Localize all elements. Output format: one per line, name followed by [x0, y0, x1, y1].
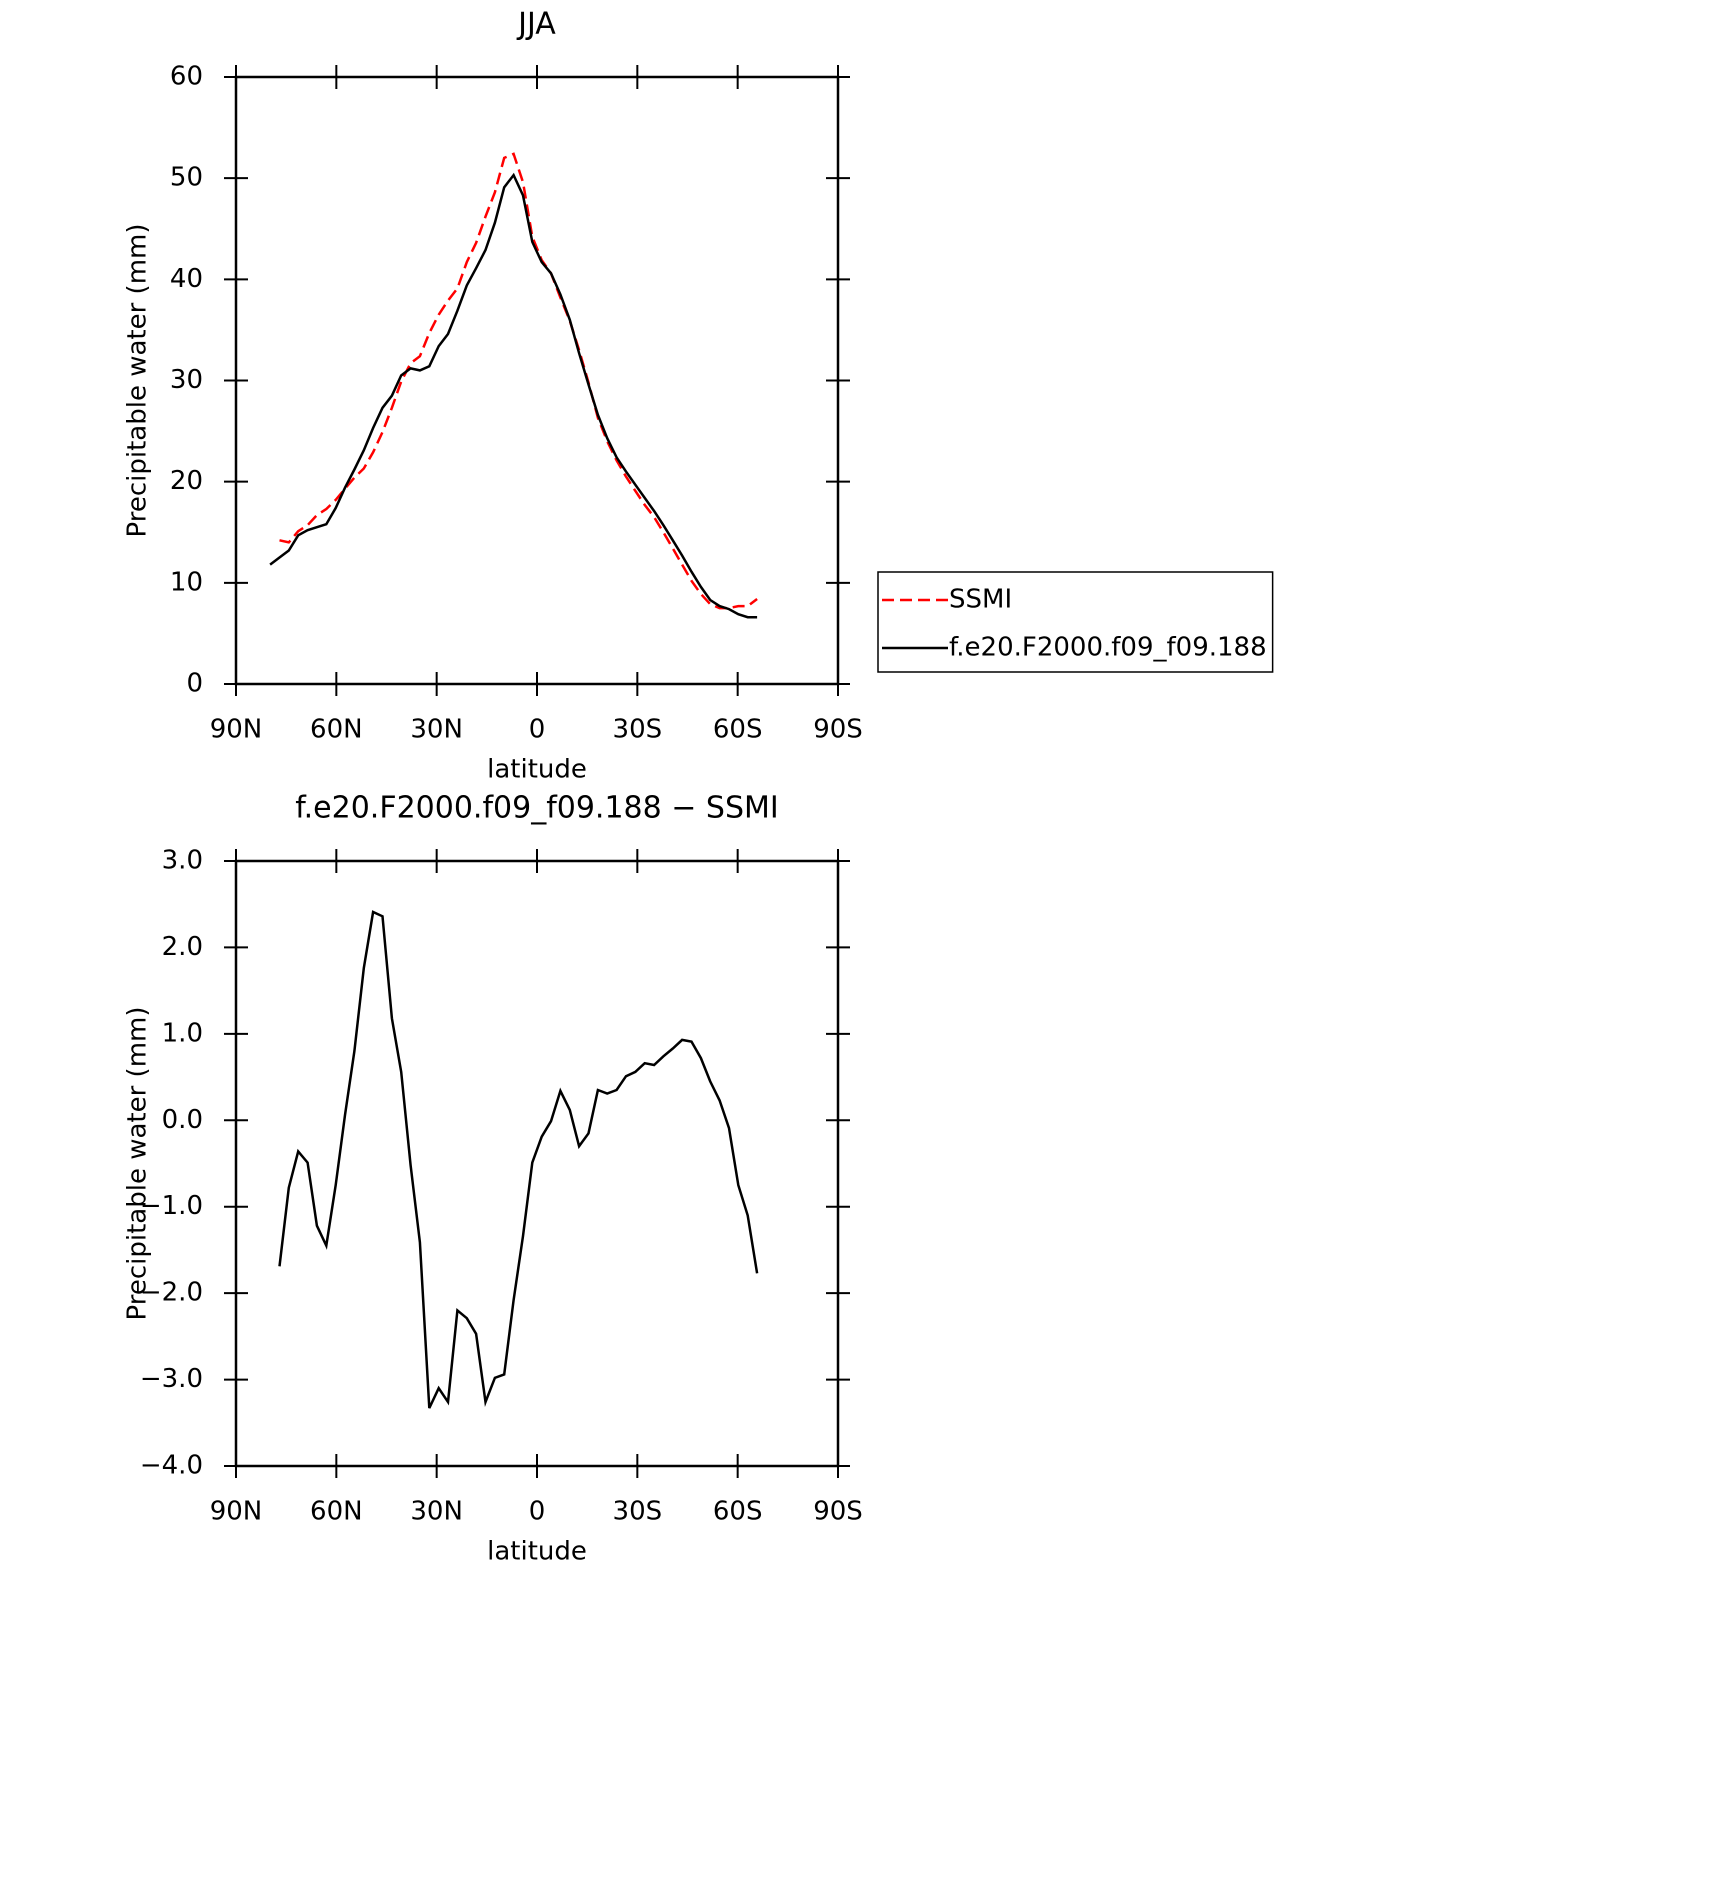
y-tick-label: 50: [170, 163, 203, 193]
x-tick-label: 60N: [310, 715, 363, 745]
data-line: [269, 172, 758, 619]
x-tick-label: 30N: [410, 715, 463, 745]
y-tick-label: −1.0: [140, 1191, 203, 1221]
x-tick-label: 30S: [613, 715, 663, 745]
x-tick-label: 60N: [310, 1497, 363, 1527]
plot: f.e20.F2000.f09_f09.188 − SSMI latitude Pr…: [123, 791, 863, 1567]
x-tick-label: 90N: [210, 1497, 263, 1527]
x-tick-label: 90S: [813, 1497, 863, 1527]
y-tick-label: 20: [170, 466, 203, 496]
y-tick-label: 0: [186, 669, 203, 699]
x-tick-label: 0: [529, 715, 546, 745]
y-tick-label: 10: [170, 567, 203, 597]
plot-frame: [234, 75, 840, 686]
legend: SSMI f.e20.F2000.f09_f09.188: [877, 571, 1274, 673]
data-line: [279, 152, 758, 610]
x-axis-label: latitude: [487, 755, 587, 785]
x-tick-label: 60S: [713, 1497, 763, 1527]
y-tick-label: −4.0: [140, 1451, 203, 1481]
y-tick-label: 2.0: [162, 932, 203, 962]
x-tick-label: 0: [529, 1497, 546, 1527]
x-tick-label: 30N: [410, 1497, 463, 1527]
y-tick-label: 30: [170, 365, 203, 395]
x-tick-label: 90N: [210, 715, 263, 745]
x-tick-label: 90S: [813, 715, 863, 745]
legend-label: f.e20.F2000.f09_f09.188: [949, 633, 1267, 663]
x-tick-label: 30S: [613, 1497, 663, 1527]
plot-frame: [234, 859, 840, 1468]
y-tick-label: 3.0: [162, 846, 203, 876]
y-axis-label: Precipitable water (mm): [123, 224, 153, 538]
y-tick-label: 40: [170, 264, 203, 294]
legend-label: SSMI: [949, 585, 1012, 615]
y-tick-label: −2.0: [140, 1278, 203, 1308]
x-axis-label: latitude: [487, 1537, 587, 1567]
legend-box: [877, 571, 1274, 673]
y-axis-label: Precipitable water (mm): [123, 1007, 153, 1321]
y-tick-label: −3.0: [140, 1364, 203, 1394]
y-tick-label: 60: [170, 62, 203, 92]
chart-title: f.e20.F2000.f09_f09.188 − SSMI: [295, 791, 779, 826]
chart-title: JJA: [516, 7, 556, 42]
data-line: [278, 910, 759, 1409]
plot: JJA latitude Precipitable water (mm) 0 10 20 3…: [123, 7, 1274, 785]
x-tick-label: 60S: [713, 715, 763, 745]
y-tick-label: 0.0: [162, 1105, 203, 1135]
y-tick-label: 1.0: [162, 1018, 203, 1048]
